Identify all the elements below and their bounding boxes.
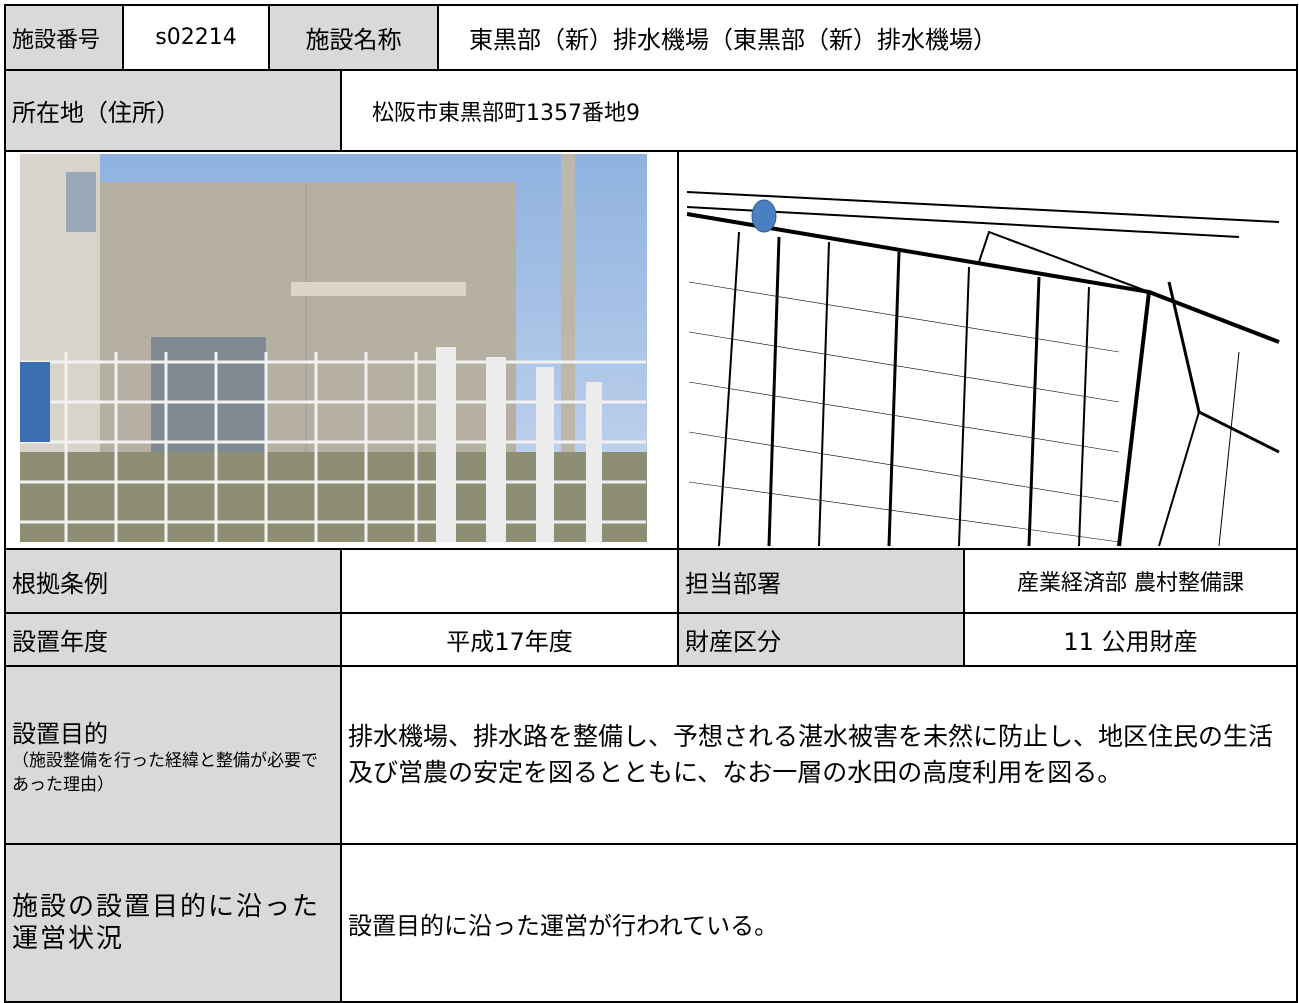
value: 11 公用財産	[1063, 628, 1198, 656]
value: 東黒部（新）排水機場（東黒部（新）排水機場）	[469, 26, 997, 54]
label: 施設番号	[12, 27, 101, 53]
cell: 産業経済部 農村整備課	[963, 548, 1298, 614]
cell-label: 根拠条例	[4, 548, 342, 614]
label: 設置目的	[12, 719, 108, 748]
photo-cell	[4, 150, 679, 550]
note: （施設整備を行った経緯と整備が必要であった理由）	[12, 750, 318, 795]
cell: 設置目的に沿った運営が行われている。	[340, 843, 1298, 1003]
cell-label: 設置目的 （施設整備を行った経緯と整備が必要であった理由）	[4, 665, 342, 845]
cell: 排水機場、排水路を整備し、予想される湛水被害を未然に防止し、地区住民の生活及び営…	[340, 665, 1298, 845]
cell: s02214	[122, 4, 270, 71]
label: 財産区分	[685, 628, 781, 656]
cell-label: 施設番号	[4, 4, 124, 71]
label: 担当部署	[685, 569, 781, 598]
value: 平成17年度	[446, 628, 573, 656]
label: 設置年度	[12, 628, 108, 656]
cell: 平成17年度	[340, 612, 679, 667]
label: 根拠条例	[12, 569, 108, 598]
map	[686, 154, 1287, 547]
cell-label: 財産区分	[677, 612, 965, 667]
cell-label: 担当部署	[677, 548, 965, 614]
cell: 11 公用財産	[963, 612, 1298, 667]
value: 排水機場、排水路を整備し、予想される湛水被害を未然に防止し、地区住民の生活及び営…	[348, 722, 1274, 787]
cell: 松阪市東黒部町1357番地9	[340, 69, 1298, 152]
cell-label: 所在地（住所）	[4, 69, 342, 152]
label: 施設の設置目的に沿った運営状況	[12, 892, 321, 954]
cell-label: 施設名称	[268, 4, 439, 71]
value: 松阪市東黒部町1357番地9	[372, 100, 640, 126]
label: 施設名称	[305, 26, 402, 54]
map-cell	[677, 150, 1298, 550]
cell: 東黒部（新）排水機場（東黒部（新）排水機場）	[437, 4, 1298, 71]
value: s02214	[155, 25, 237, 50]
label: 所在地（住所）	[12, 99, 180, 127]
value: 設置目的に沿った運営が行われている。	[348, 911, 779, 940]
cell-label: 設置年度	[4, 612, 342, 667]
value: 産業経済部 農村整備課	[1017, 571, 1244, 596]
cell	[340, 548, 679, 614]
photo	[20, 154, 647, 542]
cell-label: 施設の設置目的に沿った運営状況	[4, 843, 342, 1003]
